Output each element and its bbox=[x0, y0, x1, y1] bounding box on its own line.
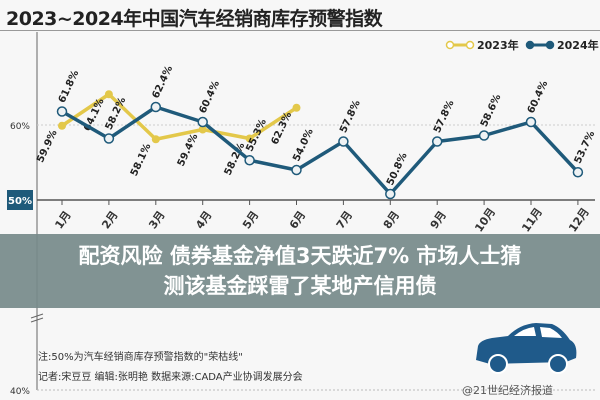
legend-label: 2023年 bbox=[477, 38, 519, 52]
headline-line-1: 配资风险 债券基金净值3天跌近7% 市场人士猜 bbox=[78, 244, 522, 268]
x-tick-label: 7月 bbox=[334, 209, 355, 232]
x-tick-label: 3月 bbox=[146, 209, 167, 232]
data-label: 59.4% bbox=[176, 132, 201, 168]
y-tick-label: 50% bbox=[8, 196, 32, 207]
axis-break bbox=[30, 313, 44, 319]
y-tick-highlight bbox=[7, 190, 33, 210]
data-label: 59.9% bbox=[35, 128, 60, 164]
data-point bbox=[198, 125, 207, 134]
data-label: 62.3% bbox=[270, 110, 295, 146]
x-tick-label: 6月 bbox=[287, 209, 308, 232]
data-point bbox=[244, 155, 255, 166]
data-point bbox=[197, 116, 208, 128]
data-point bbox=[385, 188, 396, 200]
data-point bbox=[431, 136, 443, 147]
data-label: 58.1% bbox=[129, 142, 154, 178]
legend-marker bbox=[545, 40, 555, 50]
data-point bbox=[151, 135, 160, 144]
chart-title: 2023~2024年中国汽车经销商库存预警指数 bbox=[6, 8, 383, 30]
x-tick-label: 9月 bbox=[428, 209, 449, 232]
data-label: 58.6% bbox=[479, 93, 504, 129]
legend-label: 2024年 bbox=[557, 38, 599, 52]
data-label: 57.8% bbox=[432, 99, 457, 135]
data-point bbox=[338, 136, 349, 147]
data-label: 61.8% bbox=[57, 69, 82, 105]
data-point bbox=[56, 106, 68, 117]
data-point bbox=[150, 101, 162, 113]
data-point bbox=[572, 167, 584, 178]
series-line-2023年 bbox=[61, 92, 298, 141]
data-point bbox=[58, 121, 66, 130]
y-tick-label: 40% bbox=[10, 387, 30, 397]
data-label: 60.4% bbox=[197, 79, 222, 115]
chart-credits: 记者:宋豆豆 编辑:张明艳 数据来源:CADA产业协调发展分会 bbox=[38, 372, 303, 383]
headline-overlay: 配资风险 债券基金净值3天跌近7% 市场人士猜 测该基金踩雷了某地产信用债 bbox=[0, 234, 600, 308]
data-point bbox=[103, 133, 115, 144]
x-tick-label: 5月 bbox=[240, 209, 261, 232]
data-point bbox=[245, 134, 254, 143]
series-line-2024年 bbox=[61, 105, 580, 196]
car-icon bbox=[476, 323, 577, 374]
x-tick-label: 4月 bbox=[193, 209, 214, 232]
x-tick-label: 8月 bbox=[381, 209, 402, 232]
watermark: @21世纪经济报道 bbox=[462, 384, 553, 397]
x-tick-label: 2月 bbox=[99, 209, 120, 232]
legend-marker bbox=[465, 40, 475, 50]
axis-break bbox=[30, 317, 44, 323]
y-tick-label: 60% bbox=[10, 122, 30, 132]
data-label: 62.4% bbox=[151, 64, 176, 100]
x-tick-label: 12月 bbox=[566, 205, 592, 234]
x-tick-label: 10月 bbox=[472, 205, 498, 234]
data-label: 50.8% bbox=[385, 151, 410, 187]
headline-line-2: 测该基金踩雷了某地产信用债 bbox=[163, 274, 437, 298]
data-point bbox=[292, 103, 301, 112]
chart-note: 注:50%为汽车经销商库存预警指数的"荣枯线" bbox=[38, 352, 243, 363]
title-divider bbox=[0, 30, 600, 31]
legend-marker bbox=[525, 40, 535, 50]
legend-marker bbox=[445, 40, 455, 50]
data-label: 54.0% bbox=[291, 127, 316, 163]
data-point bbox=[478, 130, 490, 141]
x-tick-label: 11月 bbox=[519, 205, 545, 234]
data-point bbox=[525, 116, 537, 128]
data-label: 53.7% bbox=[573, 129, 598, 165]
x-tick-label: 1月 bbox=[52, 209, 73, 232]
data-point bbox=[104, 90, 113, 99]
data-label: 60.4% bbox=[526, 79, 551, 115]
data-point bbox=[291, 164, 302, 176]
data-label: 57.8% bbox=[338, 99, 363, 135]
